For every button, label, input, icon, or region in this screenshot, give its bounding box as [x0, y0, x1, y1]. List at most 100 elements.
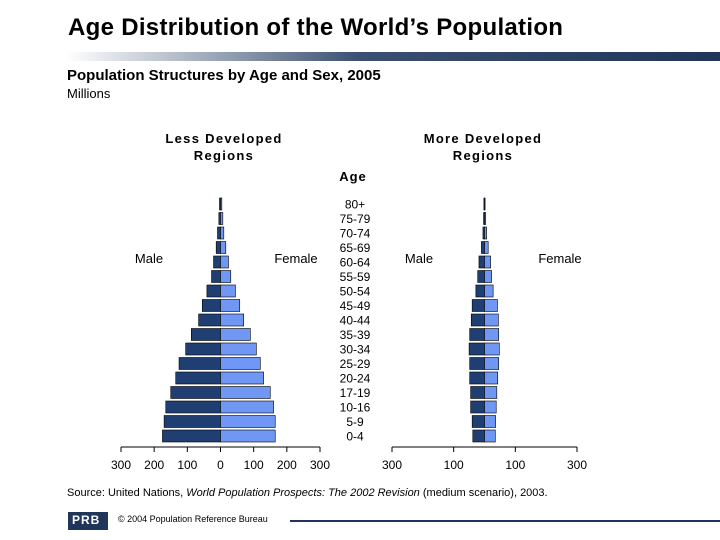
- age-category-label: 10-16: [340, 401, 371, 415]
- bar-male: [470, 400, 485, 414]
- bar-female: [220, 313, 245, 327]
- bar-female: [484, 241, 489, 254]
- bar-male: [481, 241, 485, 254]
- bar-female: [220, 299, 241, 312]
- bar-male: [201, 299, 221, 312]
- age-category-label: 70-74: [340, 227, 371, 241]
- age-category-label: 75-79: [340, 212, 371, 226]
- region-label-more-developed: More Developed Regions: [423, 131, 543, 163]
- bar-male: [477, 270, 485, 283]
- age-axis-header: Age: [339, 169, 367, 184]
- bar-female: [220, 415, 276, 428]
- age-category-label: 80+: [345, 198, 365, 212]
- age-category-label: 30-34: [340, 343, 371, 357]
- bar-male: [163, 415, 221, 428]
- x-tick-label: 300: [310, 458, 330, 472]
- bar-male: [178, 357, 221, 370]
- age-category-label: 17-19: [340, 386, 371, 400]
- x-tick-label: 300: [382, 458, 402, 472]
- source-suffix: (medium scenario), 2003.: [419, 487, 548, 499]
- bar-female: [484, 371, 499, 385]
- age-category-label: 25-29: [340, 357, 371, 371]
- x-tick-label: 300: [567, 458, 587, 472]
- x-tick-label: 300: [111, 458, 131, 472]
- bar-male: [175, 371, 221, 385]
- x-tick-label: 0: [217, 458, 224, 472]
- age-category-label: 20-24: [340, 372, 371, 386]
- bar-male: [471, 299, 485, 312]
- bar-female: [220, 357, 261, 370]
- age-category-label: 50-54: [340, 285, 371, 299]
- bar-female: [484, 429, 496, 443]
- bar-female: [220, 226, 225, 240]
- bar-male: [469, 328, 485, 341]
- bar-female: [484, 342, 500, 356]
- bar-male: [191, 328, 221, 341]
- x-tick-label: 100: [444, 458, 464, 472]
- bar-female: [484, 357, 499, 370]
- bar-female: [220, 328, 251, 341]
- bar-female: [484, 284, 494, 298]
- bar-female: [220, 270, 232, 283]
- logo-text: PRB: [72, 513, 101, 527]
- chart-subtitle: Population Structures by Age and Sex, 20…: [67, 67, 381, 84]
- bar-male: [198, 313, 221, 327]
- age-category-label: 5-9: [346, 415, 364, 429]
- legend-female: Female: [538, 251, 581, 266]
- bar-male: [185, 342, 221, 356]
- bar-male: [470, 313, 485, 327]
- legend-female: Female: [274, 251, 317, 266]
- bar-female: [220, 212, 224, 225]
- copyright-text: © 2004 Population Reference Bureau: [118, 514, 268, 524]
- bar-female: [484, 328, 499, 341]
- title-rule: [66, 52, 720, 61]
- bar-male: [215, 241, 221, 254]
- bar-female: [220, 342, 257, 356]
- x-tick-label: 100: [177, 458, 197, 472]
- prb-logo: PRB: [68, 512, 108, 530]
- bar-male: [217, 226, 221, 240]
- x-tick-label: 100: [244, 458, 264, 472]
- bar-female: [484, 313, 499, 327]
- x-tick-label: 100: [505, 458, 525, 472]
- bar-male: [468, 342, 485, 356]
- bar-male: [162, 429, 221, 443]
- age-category-label: 55-59: [340, 270, 371, 284]
- bar-female: [220, 241, 227, 254]
- bar-male: [165, 400, 221, 414]
- bar-female: [484, 212, 487, 225]
- age-category-label: 60-64: [340, 256, 371, 270]
- bar-male: [213, 255, 221, 269]
- bar-female: [484, 400, 497, 414]
- bar-female: [484, 226, 487, 240]
- legend-male: Male: [405, 251, 433, 266]
- age-category-label: 0-4: [346, 430, 364, 444]
- bar-female: [220, 386, 271, 399]
- bar-male: [470, 386, 485, 399]
- age-category-label: 35-39: [340, 328, 371, 342]
- legend-male: Male: [135, 251, 163, 266]
- bar-female: [484, 197, 486, 211]
- bar-female: [484, 386, 498, 399]
- page-title: Age Distribution of the World’s Populati…: [68, 14, 564, 41]
- units-label: Millions: [67, 86, 111, 101]
- bar-female: [220, 197, 223, 211]
- bar-female: [220, 284, 236, 298]
- bar-male: [469, 371, 485, 385]
- bar-female: [220, 400, 274, 414]
- bar-male: [471, 415, 485, 428]
- bar-male: [170, 386, 221, 399]
- bar-male: [206, 284, 221, 298]
- bar-female: [220, 255, 229, 269]
- bar-female: [484, 299, 498, 312]
- x-tick-label: 200: [277, 458, 297, 472]
- age-category-label: 45-49: [340, 299, 371, 313]
- bar-female: [484, 255, 491, 269]
- source-prefix: Source: United Nations,: [67, 487, 187, 499]
- bar-male: [472, 429, 485, 443]
- age-category-label: 40-44: [340, 314, 371, 328]
- bar-male: [478, 255, 485, 269]
- bar-female: [484, 270, 492, 283]
- bar-male: [469, 357, 485, 370]
